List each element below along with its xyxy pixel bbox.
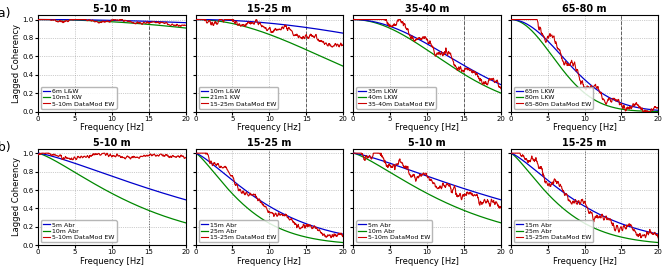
Legend: 5m Abr, 10m Abr, 5-10m DataMod EW: 5m Abr, 10m Abr, 5-10m DataMod EW [41, 220, 117, 242]
X-axis label: Frequency [Hz]: Frequency [Hz] [80, 123, 143, 132]
X-axis label: Frequency [Hz]: Frequency [Hz] [237, 123, 301, 132]
Title: 35-40 m: 35-40 m [405, 4, 449, 14]
Title: 15-25 m: 15-25 m [247, 138, 291, 148]
Text: (b): (b) [0, 141, 11, 154]
X-axis label: Frequency [Hz]: Frequency [Hz] [395, 257, 459, 266]
Legend: 65m LKW, 80m LKW, 65-80m DataMod EW: 65m LKW, 80m LKW, 65-80m DataMod EW [514, 87, 593, 109]
X-axis label: Frequency [Hz]: Frequency [Hz] [553, 257, 616, 266]
Y-axis label: Lagged Coherency: Lagged Coherency [12, 24, 21, 103]
Text: (a): (a) [0, 7, 11, 20]
X-axis label: Frequency [Hz]: Frequency [Hz] [395, 123, 459, 132]
X-axis label: Frequency [Hz]: Frequency [Hz] [80, 257, 143, 266]
Legend: 10m L&W, 21m1 KW, 15-25m DataMod EW: 10m L&W, 21m1 KW, 15-25m DataMod EW [199, 87, 278, 109]
Title: 15-25 m: 15-25 m [562, 138, 607, 148]
Title: 15-25 m: 15-25 m [247, 4, 291, 14]
Legend: 35m LKW, 40m LKW, 35-40m DataMod EW: 35m LKW, 40m LKW, 35-40m DataMod EW [356, 87, 436, 109]
Legend: 6m L&W, 10m1 KW, 5-10m DataMod EW: 6m L&W, 10m1 KW, 5-10m DataMod EW [41, 87, 117, 109]
Legend: 15m Abr, 25m Abr, 15-25m DataMod EW: 15m Abr, 25m Abr, 15-25m DataMod EW [199, 220, 278, 242]
Title: 5-10 m: 5-10 m [93, 138, 131, 148]
X-axis label: Frequency [Hz]: Frequency [Hz] [553, 123, 616, 132]
Y-axis label: Lagged Coherency: Lagged Coherency [12, 157, 21, 237]
Title: 5-10 m: 5-10 m [93, 4, 131, 14]
Legend: 5m Abr, 10m Abr, 5-10m DataMod EW: 5m Abr, 10m Abr, 5-10m DataMod EW [356, 220, 432, 242]
Legend: 15m Abr, 25m Abr, 15-25m DataMod EW: 15m Abr, 25m Abr, 15-25m DataMod EW [514, 220, 594, 242]
X-axis label: Frequency [Hz]: Frequency [Hz] [237, 257, 301, 266]
Title: 65-80 m: 65-80 m [562, 4, 607, 14]
Title: 5-10 m: 5-10 m [408, 138, 446, 148]
